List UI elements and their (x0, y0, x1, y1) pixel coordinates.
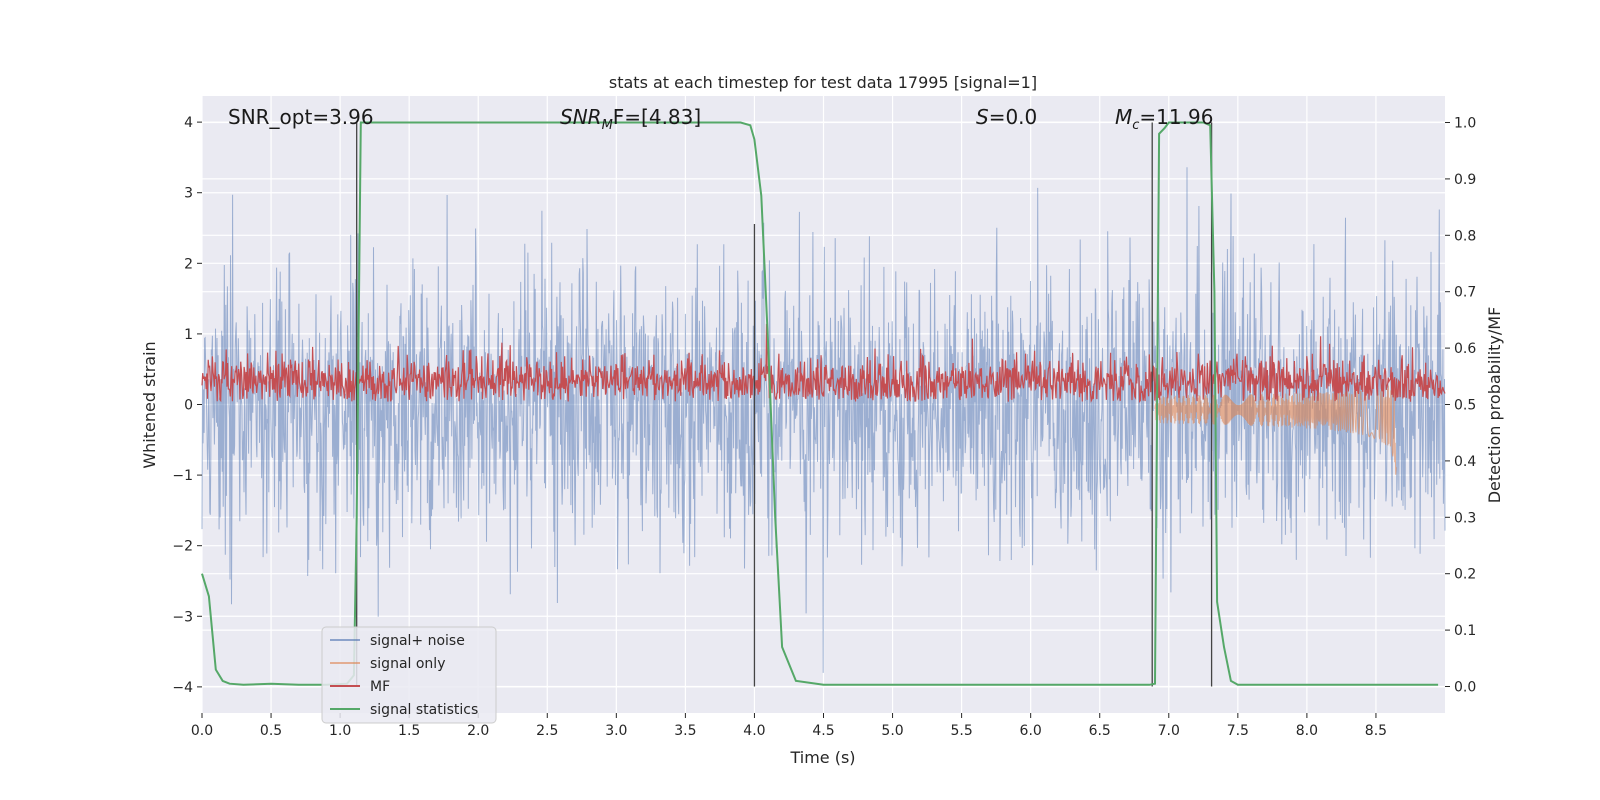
y-left-tick-label-1: −3 (172, 609, 193, 625)
legend-label-signal-noise: signal+ noise (370, 633, 465, 649)
y-right-tick-label-8: 0.8 (1454, 228, 1476, 244)
y-right-tick-label-10: 1.0 (1454, 116, 1476, 132)
x-tick-label-3: 1.5 (398, 723, 420, 739)
legend: signal+ noise signal only MF signal stat… (321, 626, 497, 724)
line-signal-only (1154, 381, 1397, 475)
legend-label-mf: MF (370, 679, 390, 695)
x-tick-label-14: 7.0 (1158, 723, 1180, 739)
x-tick-label-16: 8.0 (1296, 723, 1318, 739)
legend-box (321, 626, 497, 724)
x-tick-label-1: 0.5 (260, 723, 282, 739)
y-left-tick-label-8: 4 (184, 115, 193, 131)
y-right-tick-label-3: 0.3 (1454, 510, 1476, 526)
annotation-mc-rest: =11.96 (1139, 105, 1213, 129)
x-tick-label-10: 5.0 (881, 723, 903, 739)
series-signal-statistics (201, 121, 1439, 686)
annotation-s: S=0.0 (976, 105, 1037, 129)
x-tick-label-12: 6.0 (1020, 723, 1042, 739)
y-right-axis-ticks: 0.0 0.1 0.2 0.3 0.4 0.5 0.6 0.7 0.8 0.9 1.0 (1445, 116, 1476, 695)
y-left-tick-label-6: 2 (184, 256, 193, 272)
annotation-mc-main: M (1115, 105, 1132, 129)
annotation-mc-sub: c (1132, 118, 1139, 133)
y-left-axis-ticks: −4 −3 −2 −1 0 1 2 3 4 (172, 115, 202, 696)
annotation-snr-mf-main: SNR (560, 105, 602, 129)
x-axis-ticks: 0.0 0.5 1.0 1.5 2.0 2.5 3.0 3.5 4.0 4.5 5.0 5.5 6.0 6… (191, 713, 1387, 739)
x-tick-label-5: 2.5 (536, 723, 558, 739)
series-mf (201, 323, 1446, 403)
legend-label-signal-only: signal only (370, 656, 445, 672)
annotation-snr-opt: SNR_opt=3.96 (228, 105, 374, 129)
annotation-mc: Mc=11.96 (1115, 105, 1213, 133)
series-signal-noise (201, 167, 1446, 673)
x-tick-label-7: 3.5 (674, 723, 696, 739)
y-right-tick-label-4: 0.4 (1454, 454, 1476, 470)
annotations: SNR_opt=3.96 SNRMF=[4.83] S=0.0 Mc=11.96 (228, 105, 1213, 133)
series-signal-only (1154, 381, 1397, 475)
y-left-tick-label-5: 1 (184, 327, 193, 343)
y-right-tick-label-1: 0.1 (1454, 623, 1476, 639)
y-left-tick-label-3: −1 (172, 468, 193, 484)
y-right-tick-label-9: 0.9 (1454, 172, 1476, 188)
y-right-tick-label-6: 0.6 (1454, 341, 1476, 357)
y-left-tick-label-0: −4 (172, 680, 193, 696)
x-tick-label-13: 6.5 (1089, 723, 1111, 739)
annotation-s-rest: =0.0 (989, 105, 1038, 129)
x-tick-label-9: 4.5 (812, 723, 834, 739)
annotation-snr-mf-rest: F=[4.83] (613, 105, 701, 129)
x-tick-label-8: 4.0 (743, 723, 765, 739)
x-tick-label-6: 3.0 (605, 723, 627, 739)
y-left-axis-label: Whitened strain (140, 341, 159, 468)
x-tick-label-15: 7.5 (1227, 723, 1249, 739)
y-right-tick-label-5: 0.5 (1454, 398, 1476, 414)
x-axis-label: Time (s) (789, 748, 855, 767)
line-signal-noise (201, 167, 1446, 673)
line-signal-statistics (201, 121, 1439, 686)
annotation-s-main: S (976, 105, 989, 129)
x-tick-label-0: 0.0 (191, 723, 213, 739)
y-right-tick-label-2: 0.2 (1454, 567, 1476, 583)
x-tick-label-2: 1.0 (329, 723, 351, 739)
y-left-tick-label-7: 3 (184, 186, 193, 202)
y-left-tick-label-2: −2 (172, 539, 193, 555)
annotation-snr-mf: SNRMF=[4.83] (560, 105, 701, 133)
legend-label-signal-statistics: signal statistics (370, 702, 478, 718)
y-right-axis-label: Detection probability/MF (1485, 307, 1504, 504)
x-tick-label-11: 5.5 (950, 723, 972, 739)
x-tick-label-4: 2.0 (467, 723, 489, 739)
chart-title: stats at each timestep for test data 179… (609, 73, 1037, 92)
y-right-tick-label-0: 0.0 (1454, 679, 1476, 695)
annotation-snr-mf-sub: M (602, 118, 613, 133)
y-right-tick-label-7: 0.7 (1454, 285, 1476, 301)
x-tick-label-17: 8.5 (1365, 723, 1387, 739)
line-mf (201, 323, 1446, 403)
y-left-tick-label-4: 0 (184, 398, 193, 414)
